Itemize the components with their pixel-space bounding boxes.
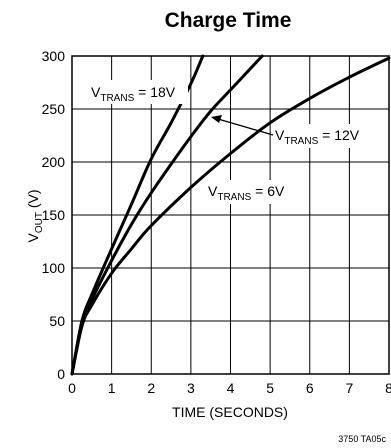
label-12v-arrow-line	[217, 118, 274, 136]
plot-frame	[71, 55, 390, 375]
series-label-12v: VTRANS = 12V	[275, 127, 360, 147]
x-tick-label: 4	[227, 380, 235, 396]
x-tick-label: 6	[306, 380, 314, 396]
series-label-6v: VTRANS = 6V	[208, 183, 285, 203]
x-tick-label: 1	[108, 380, 116, 396]
x-tick-label: 0	[68, 380, 76, 396]
figure-id: 3750 TA05c	[338, 434, 386, 444]
grid	[71, 55, 390, 375]
series-label-18v: VTRANS = 18V	[91, 84, 176, 104]
x-tick-label: 2	[147, 380, 155, 396]
series-line-12v	[70, 54, 264, 376]
x-axis-label: TIME (SECONDS)	[172, 404, 288, 420]
y-axis-label: VOUT (V)	[25, 189, 45, 242]
y-tick-label: 200	[42, 154, 66, 170]
x-tick-labels: 0 1 2 3 4 5 6 7 8	[68, 380, 391, 396]
y-tick-label: 100	[42, 260, 66, 276]
x-tick-label: 5	[266, 380, 274, 396]
label-bg-12v	[272, 124, 384, 148]
label-bg-6v	[205, 180, 299, 204]
y-tick-label: 50	[49, 313, 65, 329]
label-12v-arrowhead	[211, 115, 222, 123]
y-tick-label: 300	[42, 48, 66, 64]
chart-title: Charge Time	[165, 9, 292, 32]
series-line-6v	[70, 56, 391, 376]
y-tick-label: 150	[42, 207, 66, 223]
x-tick-label: 8	[385, 380, 391, 396]
label-bg-18v	[88, 80, 188, 104]
y-tick-label: 250	[42, 101, 66, 117]
x-tick-label: 7	[345, 380, 353, 396]
x-tick-label: 3	[187, 380, 195, 396]
y-tick-label: 0	[57, 366, 65, 382]
y-tick-labels: 0 50 100 150 200 250 300	[42, 48, 66, 382]
